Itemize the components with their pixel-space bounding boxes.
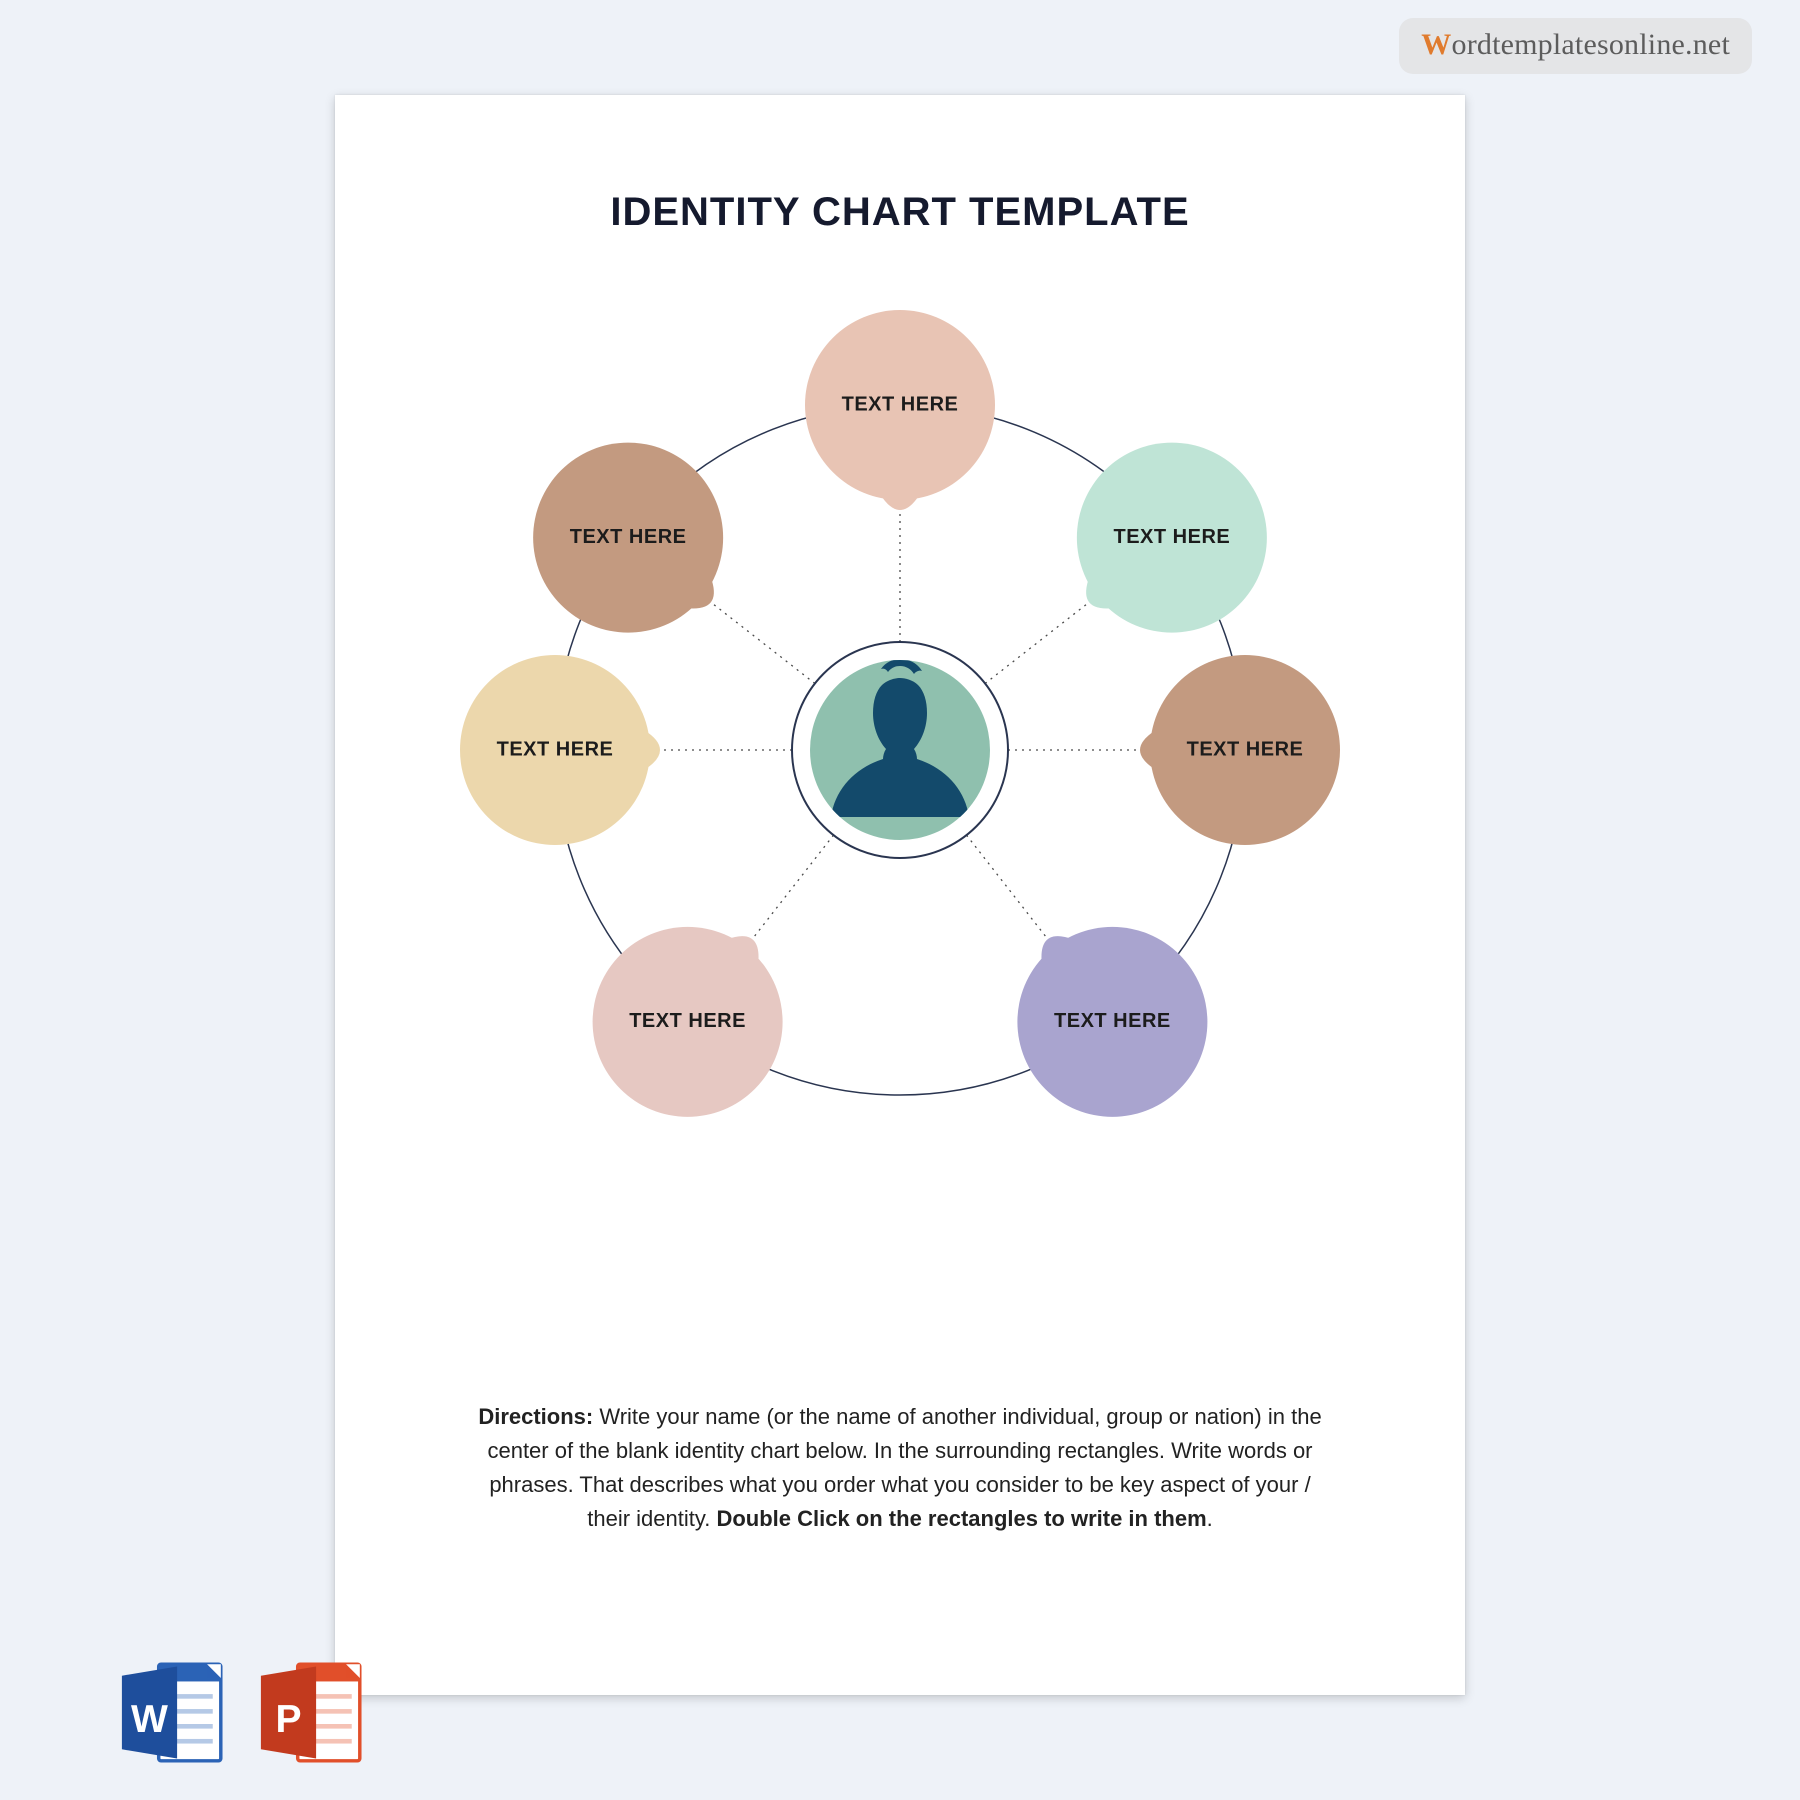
identity-chart: TEXT HERE TEXT HERE TEXT HERE TEXT HERE TEXT… [450, 310, 1350, 1190]
directions-lead: Directions: [478, 1404, 593, 1429]
directions-block: Directions: Write your name (or the name… [465, 1400, 1335, 1536]
watermark-letter: W [1421, 28, 1451, 61]
powerpoint-icon[interactable]: P [254, 1655, 369, 1770]
directions-tail: Double Click on the rectangles to write … [716, 1506, 1206, 1531]
watermark-text: ordtemplatesonline.net [1452, 28, 1731, 61]
bubble-label: TEXT HERE [570, 526, 687, 548]
chart-bubble[interactable]: TEXT HERE [533, 443, 723, 633]
chart-bubble[interactable]: TEXT HERE [805, 310, 995, 510]
chart-bubble[interactable]: TEXT HERE [460, 655, 660, 845]
directions-tail-suffix: . [1207, 1506, 1213, 1531]
page-title: IDENTITY CHART TEMPLATE [335, 190, 1465, 235]
bubble-label: TEXT HERE [497, 738, 614, 760]
svg-text:W: W [131, 1698, 168, 1741]
word-icon[interactable]: W [115, 1655, 230, 1770]
chart-bubble[interactable]: TEXT HERE [1077, 443, 1267, 633]
svg-text:P: P [275, 1698, 301, 1741]
chart-bubble[interactable]: TEXT HERE [593, 927, 783, 1117]
app-icons-row: W P [115, 1655, 369, 1770]
chart-bubble[interactable]: TEXT HERE [1140, 655, 1340, 845]
bubble-label: TEXT HERE [1113, 526, 1230, 548]
bubble-label: TEXT HERE [1187, 738, 1304, 760]
bubble-label: TEXT HERE [629, 1010, 746, 1032]
watermark-badge: Wordtemplatesonline.net [1399, 18, 1752, 74]
chart-bubble[interactable]: TEXT HERE [1017, 927, 1207, 1117]
bubble-label: TEXT HERE [1054, 1010, 1171, 1032]
template-page: IDENTITY CHART TEMPLATE TEXT HERETEXT HE… [335, 95, 1465, 1695]
bubble-label: TEXT HERE [842, 393, 959, 415]
